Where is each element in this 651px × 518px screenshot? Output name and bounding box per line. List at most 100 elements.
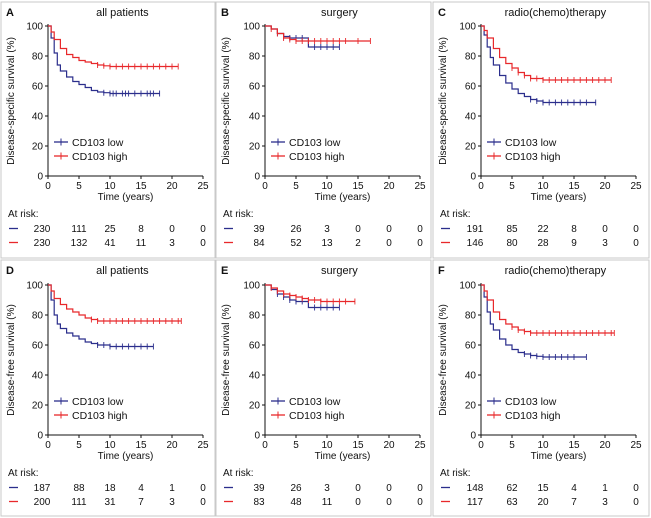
risk-count-low: 0 [417,483,423,494]
x-tick-label: 0 [262,181,268,192]
x-tick-label: 20 [599,440,611,451]
risk-count-low: 0 [169,224,175,235]
curve-cd103-low [481,284,587,358]
at-risk-label: At risk: [440,209,471,220]
risk-count-high: 28 [537,238,549,249]
risk-count-low: 39 [253,224,265,235]
risk-count-low: 39 [253,483,265,494]
y-tick-label: 60 [249,82,261,93]
y-axis-label: Disease-specific survival (%) [221,37,232,165]
curve-cd103-high [481,25,612,81]
risk-count-high: 0 [355,497,361,508]
y-tick-label: 60 [465,341,477,352]
risk-count-low: 0 [633,483,639,494]
y-tick-label: 60 [465,82,477,93]
risk-count-low: 187 [34,483,51,494]
x-tick-label: 0 [45,440,51,451]
y-tick-label: 60 [249,341,261,352]
risk-count-high: 48 [290,497,302,508]
at-risk-label: At risk: [8,209,39,220]
y-tick-label: 0 [470,431,476,442]
risk-count-high: 3 [169,238,175,249]
x-tick-label: 0 [478,440,484,451]
x-tick-label: 25 [414,181,426,192]
x-tick-label: 5 [76,440,82,451]
y-tick-label: 100 [243,22,260,33]
legend-label-high: CD103 high [72,410,128,422]
curve-cd103-low [481,25,596,104]
risk-count-high: 20 [537,497,549,508]
legend-label-low: CD103 low [72,396,124,408]
panel-border [0,1,216,259]
y-tick-label: 20 [465,401,477,412]
panel-title: radio(chemo)therapy [505,265,607,277]
risk-count-high: 11 [136,238,147,249]
panel-label: D [6,265,14,277]
x-tick-label: 20 [166,440,178,451]
risk-count-low: 8 [138,224,144,235]
risk-count-low: 1 [169,483,175,494]
risk-count-high: 84 [253,238,265,249]
risk-count-low: 88 [73,483,85,494]
x-axis-label: Time (years) [98,192,154,203]
y-tick-label: 80 [32,311,44,322]
risk-count-high: 0 [633,238,639,249]
risk-count-low: 25 [104,224,116,235]
x-tick-label: 5 [76,181,82,192]
panel-border [0,259,216,517]
y-tick-label: 100 [26,281,43,292]
risk-count-low: 15 [537,483,549,494]
y-tick-label: 40 [249,371,261,382]
risk-count-low: 0 [200,224,206,235]
risk-count-low: 0 [602,224,608,235]
x-axis-label: Time (years) [315,192,371,203]
curve-cd103-low [48,284,154,348]
risk-count-low: 26 [290,224,302,235]
x-tick-label: 25 [197,181,209,192]
panel-border [215,259,432,517]
y-tick-label: 40 [32,112,44,123]
y-tick-label: 0 [37,172,43,183]
x-tick-label: 20 [383,440,395,451]
risk-count-high: 80 [506,238,518,249]
x-tick-label: 10 [321,181,333,192]
risk-count-low: 4 [138,483,144,494]
legend-label-high: CD103 high [72,151,128,163]
y-tick-label: 40 [249,112,261,123]
x-axis-label: Time (years) [531,192,587,203]
panel-border [432,259,650,517]
curve-cd103-low [48,25,160,95]
y-tick-label: 100 [26,22,43,33]
risk-count-high: 0 [386,497,392,508]
x-axis-label: Time (years) [315,451,371,462]
risk-count-low: 8 [571,224,577,235]
risk-count-high: 3 [602,238,608,249]
y-tick-label: 0 [37,431,43,442]
risk-count-high: 3 [602,497,608,508]
x-axis-label: Time (years) [531,451,587,462]
risk-count-high: 0 [633,497,639,508]
risk-count-low: 62 [506,483,518,494]
panel-border [215,1,432,259]
risk-count-high: 0 [417,497,423,508]
y-tick-label: 80 [465,311,477,322]
y-tick-label: 40 [32,371,44,382]
legend-label-low: CD103 low [72,137,124,149]
x-tick-label: 25 [630,440,642,451]
x-axis-label: Time (years) [98,451,154,462]
curve-cd103-high [48,284,182,322]
risk-count-high: 111 [71,497,87,508]
risk-count-high: 31 [104,497,116,508]
y-tick-label: 80 [32,52,44,63]
x-tick-label: 10 [104,181,116,192]
risk-count-high: 0 [200,238,206,249]
y-tick-label: 80 [465,52,477,63]
risk-count-low: 111 [71,224,87,235]
x-tick-label: 15 [568,440,580,451]
x-tick-label: 20 [166,181,178,192]
risk-count-high: 146 [467,238,484,249]
